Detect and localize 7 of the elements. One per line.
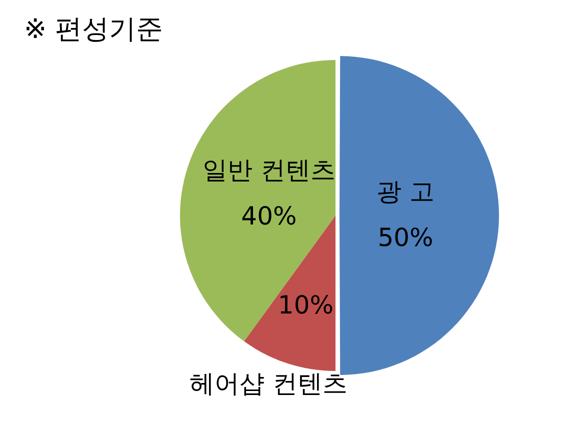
data-label: 10%	[278, 290, 334, 320]
data-label: 50%	[378, 223, 434, 252]
slice-label: 일반 컨텐츠	[202, 155, 336, 184]
slice-label: 광 고	[376, 177, 434, 206]
chart-title: ※ 편성기준	[24, 14, 164, 46]
slice-label: 헤어샵 컨텐츠	[190, 368, 348, 398]
data-label: 40%	[241, 201, 297, 230]
